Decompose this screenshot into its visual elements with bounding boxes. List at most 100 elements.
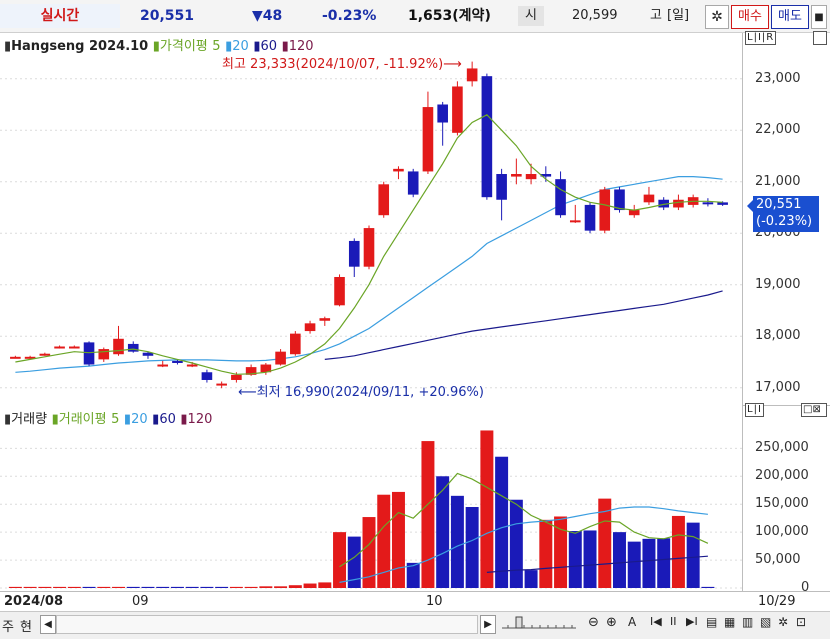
volume-chart[interactable] [0,406,742,591]
volume-bar [436,476,450,588]
candle-body [201,372,213,380]
candle-body [10,356,21,359]
close-button[interactable]: ■ [811,5,827,29]
candle [525,163,537,185]
realtime-label[interactable]: 실시간 [0,4,120,28]
candle [466,61,478,87]
table-icon[interactable]: ▥ [742,615,754,629]
candle-body [422,107,434,172]
volume-legend-period-5: 5 [111,412,120,427]
candle [39,352,51,356]
text-tool-icon[interactable]: A [628,615,637,629]
date-start-label: 2024/08 [4,594,64,609]
price-chart[interactable] [0,33,742,405]
indicator-icon[interactable]: ▧ [760,615,772,629]
candle [717,201,728,206]
volume-bar [686,522,700,588]
volume-bar [274,586,288,588]
candle [496,168,507,221]
candle-body [496,174,507,200]
maximize-icon[interactable] [813,31,827,45]
candle-body [555,179,566,216]
zoom-slider[interactable] [500,615,578,632]
candle-body [643,194,655,203]
candle-body [39,353,51,356]
candle-body [260,364,272,373]
scroll-left-button[interactable]: ◀ [40,615,56,634]
volume-bar [450,495,464,588]
date-axis: 2024/08 09 10 10/29 [0,591,830,612]
settings-button[interactable]: ✲ [705,5,729,29]
bottom-toolbar: 주 현 ◀ ▶ ⊖ ⊕ A I◀ II ▶I ▤ ▦ ▥ ▧ ✲ ⊡ [0,611,830,639]
candle [24,355,36,359]
fullscreen-icon[interactable]: ⊡ [796,615,807,629]
candle-body [348,240,360,267]
candle-body [216,383,227,386]
candle [348,238,360,277]
candle [393,166,404,180]
price-legend: ▮Hangseng 2024.10 ▮가격이평 5 ▮20 ▮60 ▮120 [4,39,314,54]
volume-bar [613,532,626,588]
volume-bar [465,507,479,588]
candle-body [142,352,154,356]
candle [643,186,655,205]
volume-bar [406,562,420,588]
buy-button[interactable]: 매수 [731,5,769,29]
grid-icon[interactable]: ▦ [724,615,736,629]
volume-bar [23,586,37,588]
volume-legend-period-120: 120 [187,412,213,427]
volume-window-icons[interactable]: □⊠ [801,403,827,417]
candle [511,158,522,185]
mode-icons[interactable]: L|I|R [745,31,777,45]
volume-bar [627,541,641,588]
volume-value: 1,653(계약) [408,8,491,24]
candle-body [702,202,714,205]
candle-body [172,360,183,363]
candle-body [363,228,375,267]
volume-bar [53,586,67,588]
candle-body [304,323,316,332]
volume-mode-icons[interactable]: L|I [745,403,764,417]
period-selector[interactable]: [일] [667,8,690,23]
high-label: 고 [650,8,662,23]
price-chart-panel[interactable]: ▮Hangseng 2024.10 ▮가격이평 5 ▮20 ▮60 ▮120 최… [0,33,742,405]
step-forward-icon[interactable]: ▶I [686,615,698,628]
volume-ma20-line [339,506,708,583]
chart-type-icon[interactable]: ▤ [706,615,718,629]
volume-tick-label: 150,000 [755,496,809,512]
candle [10,355,21,359]
volume-legend-ma-name: 거래이평 [58,412,107,427]
current-button[interactable]: 현 [20,620,32,635]
sell-button[interactable]: 매도 [771,5,809,29]
candle-body [334,276,345,306]
low-annotation: ⟵최저 16,990(2024/09/11, +20.96%) [238,385,484,400]
zoom-in-icon[interactable]: ⊕ [606,615,617,630]
volume-tick-label: 50,000 [755,552,801,568]
candle-body [24,356,36,359]
volume-bar [112,586,125,588]
volume-bar [82,586,96,588]
candle-body [393,168,404,172]
pause-icon[interactable]: II [670,615,677,628]
scroll-right-button[interactable]: ▶ [480,615,496,634]
horizontal-scrollbar[interactable] [56,615,478,634]
ma60-line [324,290,723,360]
candle-body [452,86,463,133]
volume-bar [539,519,553,588]
arrow-right-icon: ▶ [484,619,492,630]
step-back-icon[interactable]: I◀ [650,615,662,628]
volume-legend: ▮거래량 ▮거래이평 5 ▮20 ▮60 ▮120 [4,412,213,427]
candle [319,316,331,326]
current-price-tag-change: (-0.23%) [756,214,813,229]
volume-legend-period-20: 20 [131,412,148,427]
volume-bar [318,582,332,588]
gear-icon[interactable]: ✲ [778,615,789,629]
ma5-line [15,114,723,375]
open-label: 시 [518,6,544,26]
zoom-out-icon[interactable]: ⊖ [588,615,599,630]
gear-icon: ✲ [711,9,723,25]
volume-chart-panel[interactable]: ▮거래량 ▮거래이평 5 ▮20 ▮60 ▮120 [0,406,742,591]
candle-body [466,68,478,82]
week-button[interactable]: 주 [2,620,14,635]
candle-body [628,210,640,216]
